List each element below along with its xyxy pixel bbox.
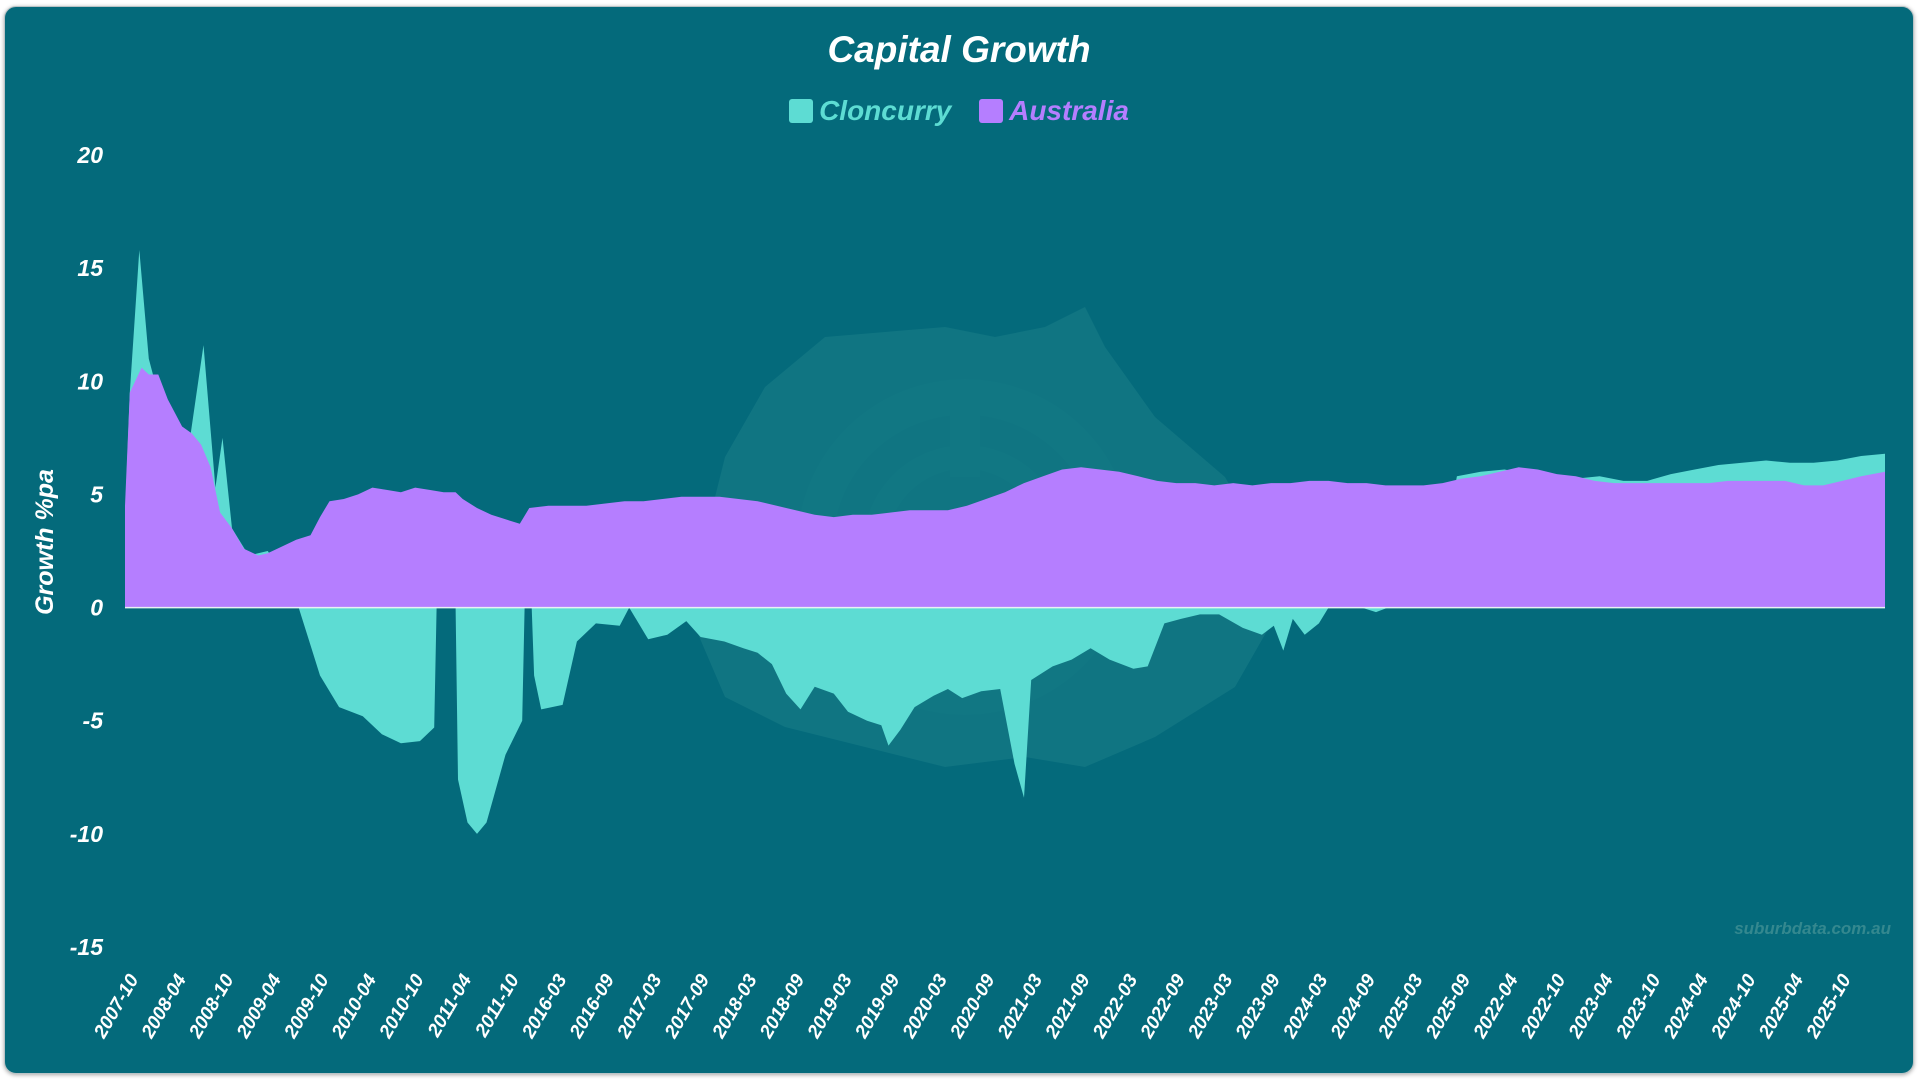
legend-swatch-australia [979, 99, 1004, 123]
x-tick-label: 2024-10 [1707, 971, 1761, 1043]
x-tick-label: 2010-04 [328, 971, 382, 1043]
x-tick-label: 2022-10 [1517, 971, 1571, 1043]
x-tick-label: 2024-04 [1659, 971, 1713, 1043]
x-tick-label: 2018-09 [756, 971, 810, 1043]
chart-legend: Cloncurry Australia [5, 95, 1913, 127]
x-tick-label: 2025-03 [1374, 971, 1428, 1043]
y-axis-title: Growth %pa [31, 469, 59, 615]
x-tick-label: 2010-10 [375, 971, 429, 1043]
legend-swatch-cloncurry [789, 99, 814, 123]
legend-item-australia[interactable]: Australia [979, 95, 1129, 127]
chart-plot: 20151050-5-10-152007-102008-042008-10200… [31, 142, 1885, 1043]
legend-label-cloncurry: Cloncurry [819, 95, 952, 126]
x-tick-label: 2017-09 [661, 971, 715, 1043]
x-tick-label: 2011-10 [471, 971, 524, 1042]
x-tick-label: 2011-04 [423, 971, 476, 1042]
x-tick-label: 2007-10 [90, 971, 144, 1043]
x-tick-label: 2008-04 [137, 971, 191, 1043]
y-tick-label: -5 [83, 708, 105, 734]
x-tick-label: 2022-04 [1469, 971, 1523, 1043]
x-tick-label: 2025-04 [1755, 971, 1809, 1043]
x-tick-label: 2023-03 [1184, 971, 1238, 1043]
y-tick-label: 0 [90, 595, 103, 621]
y-tick-label: 15 [77, 255, 104, 281]
x-tick-label: 2021-03 [994, 971, 1048, 1043]
x-tick-label: 2009-10 [280, 971, 334, 1043]
x-tick-label: 2022-09 [1136, 971, 1190, 1043]
x-tick-label: 2021-09 [1041, 971, 1095, 1043]
legend-item-cloncurry[interactable]: Cloncurry [789, 95, 951, 127]
y-tick-label: 5 [90, 481, 104, 507]
x-tick-label: 2016-03 [518, 971, 572, 1043]
series-area-cloncurry [125, 250, 1885, 834]
watermark-text: suburbdata.com.au [1734, 919, 1891, 938]
x-tick-label: 2025-09 [1422, 971, 1476, 1043]
series-area-australia [125, 367, 1885, 608]
x-tick-label: 2023-09 [1231, 971, 1285, 1043]
y-tick-label: -10 [70, 821, 103, 847]
x-tick-label: 2024-03 [1279, 971, 1333, 1043]
x-tick-label: 2016-09 [565, 971, 619, 1043]
x-tick-label: 2019-03 [803, 971, 857, 1043]
x-tick-label: 2020-09 [946, 971, 1000, 1043]
x-tick-label: 2022-03 [1089, 971, 1143, 1043]
chart-title: Capital Growth [827, 29, 1091, 70]
x-tick-label: 2017-03 [613, 971, 667, 1043]
x-tick-label: 2023-04 [1564, 971, 1618, 1043]
x-tick-label: 2018-03 [708, 971, 762, 1043]
x-tick-label: 2020-03 [898, 971, 952, 1043]
x-tick-label: 2023-10 [1612, 971, 1666, 1043]
x-tick-label: 2019-09 [851, 971, 905, 1043]
y-tick-label: -15 [70, 934, 104, 960]
legend-label-australia: Australia [1009, 95, 1129, 126]
x-tick-label: 2008-10 [185, 971, 239, 1043]
x-tick-label: 2009-04 [232, 971, 286, 1043]
chart-card: Capital Growth Cloncurry Australia 20 15 1… [4, 6, 1914, 1074]
y-tick-label: 10 [77, 368, 103, 394]
x-tick-label: 2024-09 [1327, 971, 1381, 1043]
x-tick-label: 2025-10 [1802, 971, 1856, 1043]
series-layer [125, 250, 1885, 834]
y-tick-label: 20 [76, 142, 103, 168]
